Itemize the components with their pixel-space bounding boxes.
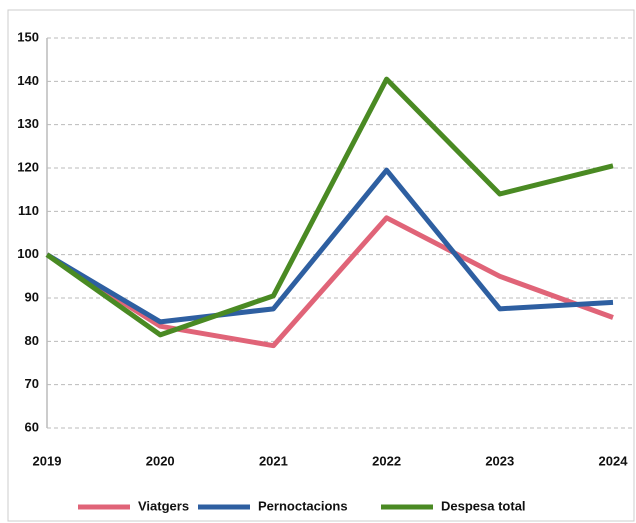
- series-line: [45, 76, 614, 338]
- x-tick-label: 2023: [485, 453, 514, 468]
- series-line: [45, 215, 614, 349]
- y-tick-label: 100: [17, 246, 39, 261]
- x-tick-label: 2021: [259, 453, 288, 468]
- legend-label: Viatgers: [138, 498, 189, 513]
- chart-frame: [7, 9, 635, 522]
- y-tick-label: 70: [25, 376, 39, 391]
- y-tick-label: 60: [25, 419, 39, 434]
- y-tick-label: 130: [17, 116, 39, 131]
- x-tick-label: 2024: [599, 453, 629, 468]
- y-tick-label: 140: [17, 73, 39, 88]
- x-tick-label: 2019: [33, 453, 62, 468]
- y-tick-label: 120: [17, 159, 39, 174]
- legend-label: Despesa total: [441, 498, 526, 513]
- y-tick-label: 150: [17, 29, 39, 44]
- x-tick-label: 2020: [146, 453, 175, 468]
- x-tick-label: 2022: [372, 453, 401, 468]
- y-tick-label: 90: [25, 289, 39, 304]
- y-tick-label: 110: [18, 203, 39, 218]
- series-line: [45, 167, 614, 325]
- y-tick-label: 80: [25, 333, 39, 348]
- legend-label: Pernoctacions: [258, 498, 348, 513]
